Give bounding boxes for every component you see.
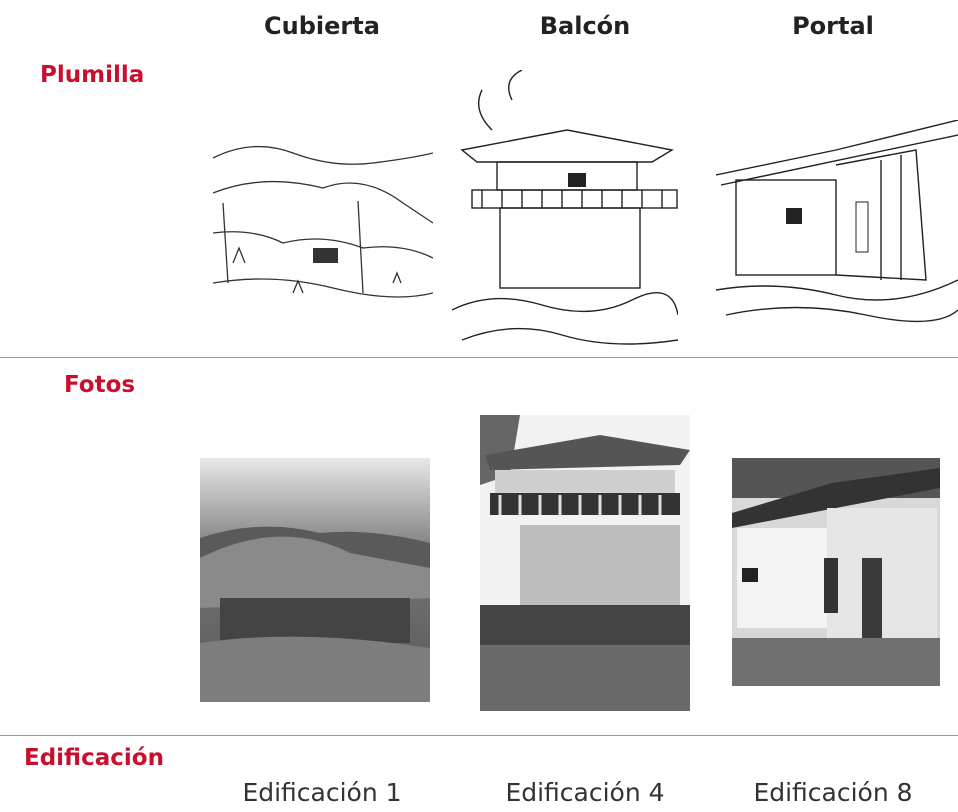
cell-label: Edificación 8 [753,778,913,807]
cell-label: Edificación 4 [505,778,665,807]
divider [0,735,958,736]
row-label: Edificación [24,745,164,771]
sketch-cubierta [213,145,433,298]
sketch-balcon [452,70,678,345]
photo-portal [732,458,940,686]
photo-cubierta [200,458,430,702]
column-header: Portal [792,12,874,40]
cell-label: Edificación 1 [242,778,402,807]
photo-balcon [480,415,690,711]
column-header: Balcón [539,12,631,40]
row-label: Fotos [64,372,136,398]
divider [0,357,958,358]
column-header: Cubierta [264,12,380,40]
row-label: Plumilla [40,62,145,88]
sketch-portal [716,120,958,323]
